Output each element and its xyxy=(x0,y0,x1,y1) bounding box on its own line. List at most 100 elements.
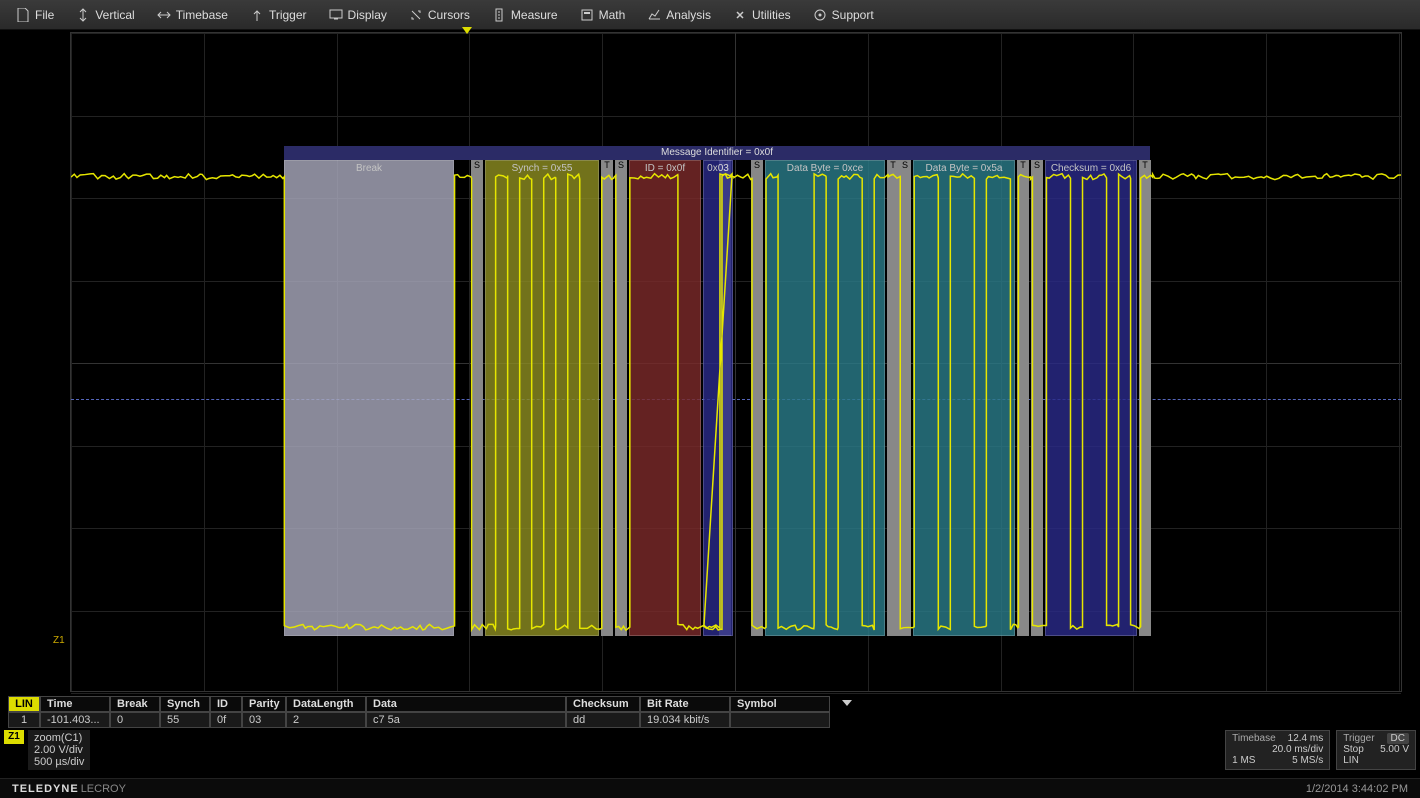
decode-region-label: Break xyxy=(285,163,453,174)
channel-marker: Z1 xyxy=(53,635,65,646)
menu-vertical[interactable]: Vertical xyxy=(66,4,144,26)
timebase-panel[interactable]: Timebase12.4 ms 20.0 ms/div 1 MS5 MS/s xyxy=(1225,730,1330,770)
decode-region: Checksum = 0xd6 xyxy=(1045,160,1137,636)
waveform-trace xyxy=(71,33,1401,691)
decode-region-label: Data Byte = 0xce xyxy=(766,163,884,174)
grid-line-v xyxy=(204,33,205,691)
grid-line-v xyxy=(1399,33,1400,691)
decode-message-header: Message Identifier = 0x0f xyxy=(284,146,1150,160)
table-cell[interactable]: -101.403... xyxy=(40,712,110,728)
table-cell[interactable]: 19.034 kbit/s xyxy=(640,712,730,728)
file-icon xyxy=(16,8,30,22)
menu-label: Analysis xyxy=(666,8,711,22)
menu-label: File xyxy=(35,8,54,22)
cursors-icon xyxy=(409,8,423,22)
table-header[interactable]: Symbol xyxy=(730,696,830,712)
zoom-tscale: 500 µs/div xyxy=(34,756,84,768)
table-row-index[interactable]: 1 xyxy=(8,712,40,728)
menu-label: Cursors xyxy=(428,8,470,22)
decode-region-label: ID = 0x0f xyxy=(630,163,700,174)
vertical-icon xyxy=(76,8,90,22)
menu-label: Support xyxy=(832,8,874,22)
zoom-vscale: 2.00 V/div xyxy=(34,744,84,756)
menu-label: Math xyxy=(599,8,626,22)
table-cell[interactable]: 0 xyxy=(110,712,160,728)
table-header[interactable]: Bit Rate xyxy=(640,696,730,712)
table-dropdown-icon[interactable] xyxy=(838,696,856,710)
zoom-name: zoom(C1) xyxy=(34,732,84,744)
timebase-title: Timebase xyxy=(1232,733,1276,744)
table-header[interactable]: Checksum xyxy=(566,696,640,712)
support-icon xyxy=(813,8,827,22)
menu-display[interactable]: Display xyxy=(319,4,397,26)
table-cell[interactable]: 55 xyxy=(160,712,210,728)
decode-region: Data Byte = 0xce xyxy=(765,160,885,636)
trigger-state: Stop xyxy=(1343,744,1364,755)
trigger-mode: DC xyxy=(1387,733,1409,744)
zoom-badge[interactable]: Z1 xyxy=(4,730,24,744)
menu-timebase[interactable]: Timebase xyxy=(147,4,238,26)
info-panels: Z1 zoom(C1) 2.00 V/div 500 µs/div Timeba… xyxy=(4,730,1416,770)
grid-line-h xyxy=(71,446,1401,447)
analysis-icon xyxy=(647,8,661,22)
grid-line-h xyxy=(71,528,1401,529)
table-cell[interactable]: dd xyxy=(566,712,640,728)
protocol-badge[interactable]: LIN xyxy=(8,696,40,712)
table-header[interactable]: Break xyxy=(110,696,160,712)
trigger-panel[interactable]: Trigger DC Stop 5.00 V LIN xyxy=(1336,730,1416,770)
table-header[interactable]: Time xyxy=(40,696,110,712)
trigger-position-marker[interactable] xyxy=(462,27,472,34)
decode-region: Synch = 0x55 xyxy=(485,160,599,636)
menu-bar: File Vertical Timebase Trigger Display C… xyxy=(0,0,1420,30)
table-cell[interactable] xyxy=(730,712,830,728)
menu-measure[interactable]: Measure xyxy=(482,4,568,26)
table-cell[interactable]: c7 5a xyxy=(366,712,566,728)
timebase-div: 20.0 ms/div xyxy=(1272,744,1323,755)
grid-line-h xyxy=(71,363,1401,364)
table-header[interactable]: Parity xyxy=(242,696,286,712)
menu-analysis[interactable]: Analysis xyxy=(637,4,721,26)
grid-line-v xyxy=(735,33,736,691)
menu-utilities[interactable]: Utilities xyxy=(723,4,801,26)
menu-cursors[interactable]: Cursors xyxy=(399,4,480,26)
menu-label: Display xyxy=(348,8,387,22)
brand-name: TELEDYNE xyxy=(12,783,79,795)
zoom-info[interactable]: zoom(C1) 2.00 V/div 500 µs/div xyxy=(28,730,90,770)
table-cell[interactable]: 2 xyxy=(286,712,366,728)
footer-timestamp: 1/2/2014 3:44:02 PM xyxy=(1306,783,1408,795)
start-bit-marker: S xyxy=(751,160,763,636)
timebase-val: 12.4 ms xyxy=(1288,733,1324,744)
menu-label: Utilities xyxy=(752,8,791,22)
menu-support[interactable]: Support xyxy=(803,4,884,26)
display-icon xyxy=(329,8,343,22)
math-icon xyxy=(580,8,594,22)
trigger-level: 5.00 V xyxy=(1380,744,1409,755)
table-header[interactable]: DataLength xyxy=(286,696,366,712)
grid-line-v xyxy=(1266,33,1267,691)
table-header[interactable]: ID xyxy=(210,696,242,712)
start-bit-marker: S xyxy=(615,160,627,636)
waveform-display[interactable]: Z1Message Identifier = 0x0fBreakSSynch =… xyxy=(70,32,1402,692)
decode-region: Data Byte = 0x5a xyxy=(913,160,1015,636)
stop-bit-marker: T xyxy=(1139,160,1151,636)
menu-math[interactable]: Math xyxy=(570,4,636,26)
trigger-title: Trigger xyxy=(1343,733,1374,744)
menu-file[interactable]: File xyxy=(6,4,64,26)
timebase-icon xyxy=(157,8,171,22)
menu-trigger[interactable]: Trigger xyxy=(240,4,317,26)
grid-line-h xyxy=(71,281,1401,282)
table-cell[interactable]: 0f xyxy=(210,712,242,728)
trigger-source: LIN xyxy=(1343,755,1359,766)
utilities-icon xyxy=(733,8,747,22)
decode-region-label: 0x03 xyxy=(704,163,732,174)
trigger-level-line xyxy=(71,399,1401,400)
grid-line-h xyxy=(71,693,1401,694)
menu-label: Timebase xyxy=(176,8,228,22)
grid-line-h xyxy=(71,33,1401,34)
menu-label: Trigger xyxy=(269,8,307,22)
table-cell[interactable]: 03 xyxy=(242,712,286,728)
start-bit-marker: S xyxy=(899,160,911,636)
stop-bit-marker: T xyxy=(1017,160,1029,636)
table-header[interactable]: Data xyxy=(366,696,566,712)
table-header[interactable]: Synch xyxy=(160,696,210,712)
